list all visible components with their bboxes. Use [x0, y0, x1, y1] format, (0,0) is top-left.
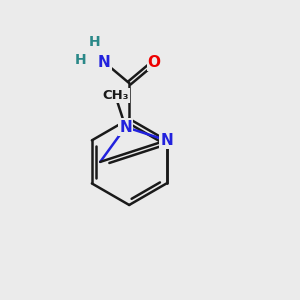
- Text: N: N: [98, 55, 110, 70]
- Text: H: H: [75, 53, 86, 67]
- Text: N: N: [119, 119, 132, 134]
- Text: N: N: [160, 133, 173, 148]
- Text: H: H: [89, 35, 100, 49]
- Text: O: O: [148, 55, 161, 70]
- Text: CH₃: CH₃: [102, 89, 129, 102]
